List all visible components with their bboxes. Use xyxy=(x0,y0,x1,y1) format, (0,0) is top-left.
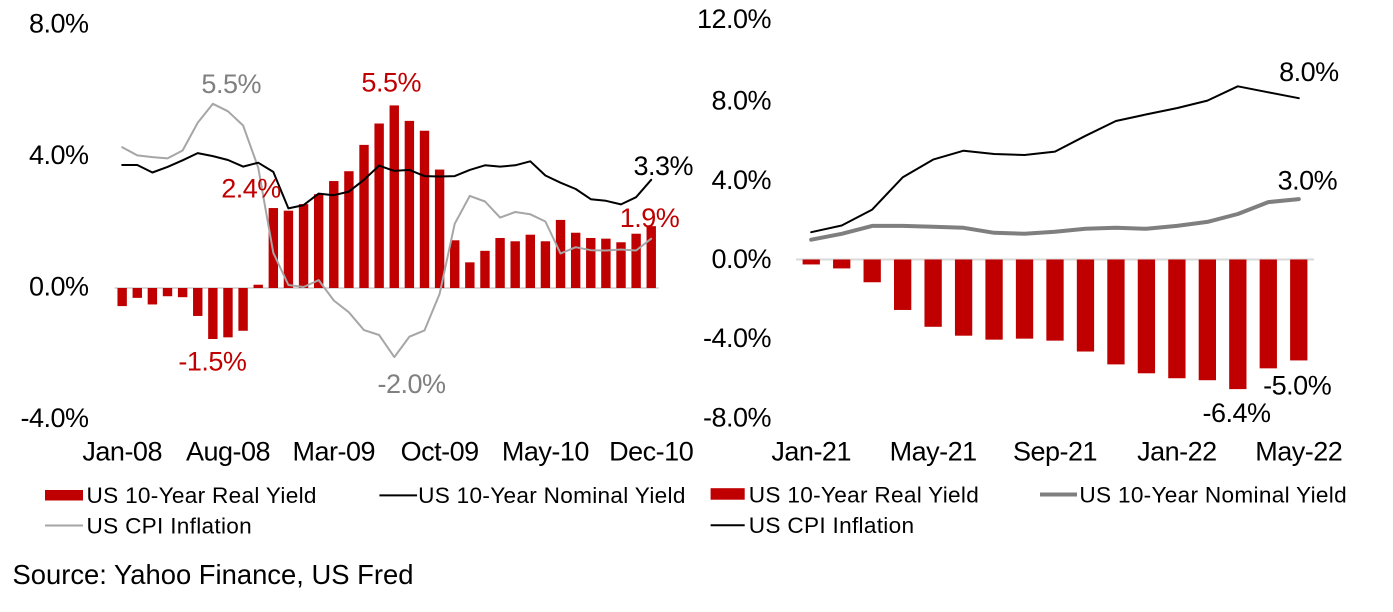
svg-text:Dec-10: Dec-10 xyxy=(609,437,693,467)
svg-text:Aug-08: Aug-08 xyxy=(186,437,270,467)
svg-text:Mar-09: Mar-09 xyxy=(293,437,376,467)
svg-text:8.0%: 8.0% xyxy=(1279,57,1339,87)
svg-text:-8.0%: -8.0% xyxy=(703,402,772,432)
svg-text:1.9%: 1.9% xyxy=(620,203,680,233)
svg-text:US CPI Inflation: US CPI Inflation xyxy=(749,513,915,538)
svg-text:Jan-08: Jan-08 xyxy=(82,437,162,467)
svg-text:0.0%: 0.0% xyxy=(29,272,89,302)
svg-text:US 10-Year Real Yield: US 10-Year Real Yield xyxy=(749,482,979,507)
svg-text:3.3%: 3.3% xyxy=(634,151,694,181)
svg-text:US 10-Year Real Yield: US 10-Year Real Yield xyxy=(87,483,317,508)
svg-text:Sep-21: Sep-21 xyxy=(1013,437,1097,467)
svg-text:8.0%: 8.0% xyxy=(29,9,89,39)
svg-text:5.5%: 5.5% xyxy=(201,69,261,99)
svg-text:US 10-Year Nominal Yield: US 10-Year Nominal Yield xyxy=(1079,482,1347,507)
svg-text:Jan-21: Jan-21 xyxy=(771,437,851,467)
svg-text:May-21: May-21 xyxy=(890,437,977,467)
svg-text:3.0%: 3.0% xyxy=(1278,165,1338,195)
svg-text:0.0%: 0.0% xyxy=(711,244,771,274)
svg-text:May-10: May-10 xyxy=(502,437,589,467)
svg-text:-5.0%: -5.0% xyxy=(1263,370,1332,400)
svg-text:-4.0%: -4.0% xyxy=(703,323,772,353)
svg-text:-1.5%: -1.5% xyxy=(178,347,247,377)
svg-text:Oct-09: Oct-09 xyxy=(401,437,479,467)
svg-text:US CPI Inflation: US CPI Inflation xyxy=(87,513,253,538)
svg-text:12.0%: 12.0% xyxy=(697,4,772,34)
svg-text:4.0%: 4.0% xyxy=(711,165,771,195)
svg-text:5.5%: 5.5% xyxy=(361,67,421,97)
svg-text:-4.0%: -4.0% xyxy=(20,403,89,433)
svg-text:May-22: May-22 xyxy=(1255,437,1342,467)
svg-text:-6.4%: -6.4% xyxy=(1202,398,1271,428)
svg-text:Source: Yahoo Finance, US Fred: Source: Yahoo Finance, US Fred xyxy=(13,559,414,590)
svg-text:8.0%: 8.0% xyxy=(711,86,771,116)
svg-text:Jan-22: Jan-22 xyxy=(1137,437,1217,467)
svg-text:4.0%: 4.0% xyxy=(29,140,89,170)
svg-text:-2.0%: -2.0% xyxy=(377,369,446,399)
svg-text:US 10-Year Nominal Yield: US 10-Year Nominal Yield xyxy=(418,483,686,508)
svg-text:2.4%: 2.4% xyxy=(221,174,281,204)
